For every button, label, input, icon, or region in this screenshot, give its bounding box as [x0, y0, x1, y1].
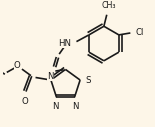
Text: O: O [22, 97, 28, 106]
Text: N: N [47, 72, 54, 81]
Text: N: N [52, 102, 59, 111]
Text: Cl: Cl [135, 28, 144, 37]
Text: N: N [72, 102, 79, 111]
Text: CH₃: CH₃ [101, 1, 116, 10]
Text: O: O [14, 61, 21, 70]
Text: HN: HN [58, 39, 71, 48]
Text: S: S [85, 76, 90, 85]
